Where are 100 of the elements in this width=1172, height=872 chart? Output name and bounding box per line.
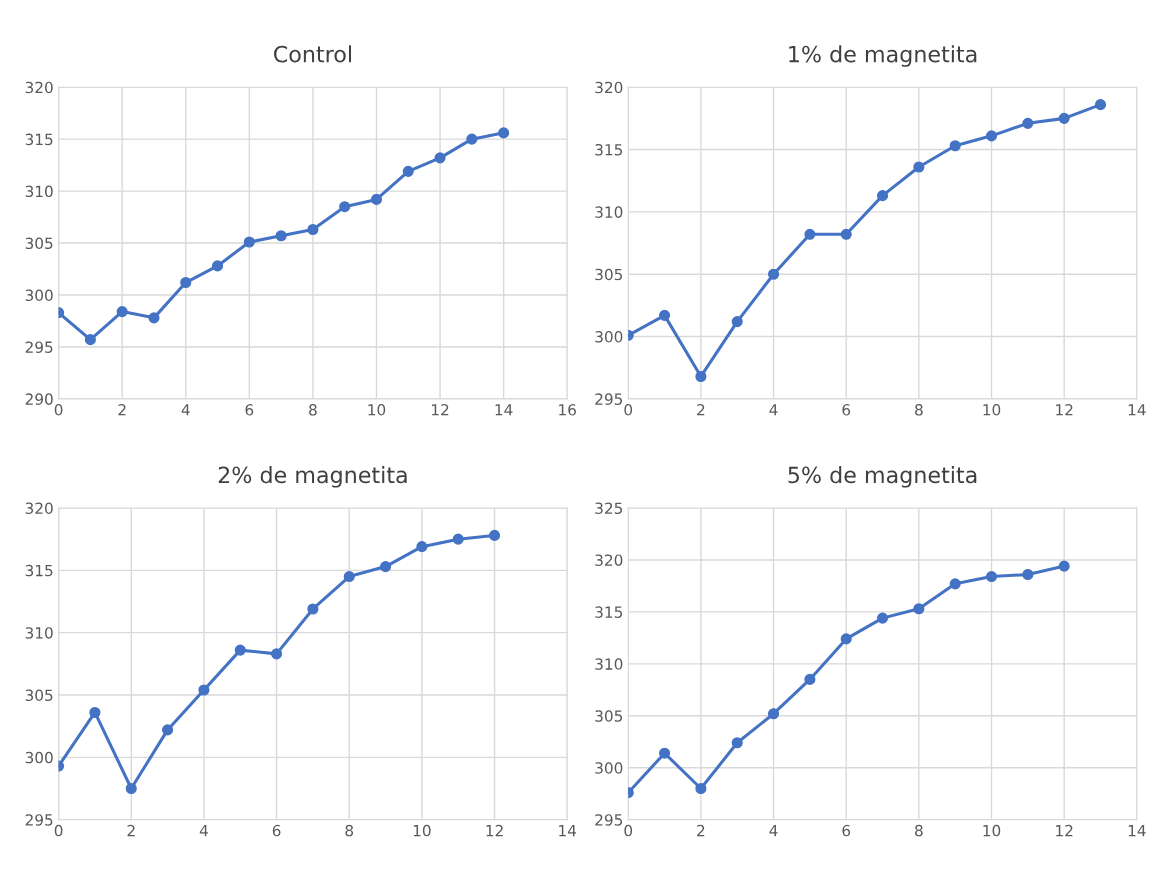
point xyxy=(731,316,743,328)
point xyxy=(840,633,852,645)
y-tick-label: 310 xyxy=(25,185,53,198)
x-tick-label: 12 xyxy=(1056,824,1073,837)
point xyxy=(876,612,889,624)
point xyxy=(1058,112,1070,124)
y-tick-label: 320 xyxy=(25,81,53,94)
x-tick-label: 6 xyxy=(272,824,281,837)
x-tick-label: 10 xyxy=(983,404,1001,416)
x-tick-label: 10 xyxy=(413,824,431,837)
x-tick-label: 8 xyxy=(915,404,923,416)
point xyxy=(659,747,671,759)
y-tick-label: 325 xyxy=(595,502,623,515)
x-tick-label: 2 xyxy=(697,824,705,837)
point xyxy=(343,571,355,583)
x-tick-label: 12 xyxy=(486,824,503,837)
x-tick-label: 14 xyxy=(559,825,577,837)
point xyxy=(271,648,283,660)
point xyxy=(840,228,852,240)
x-tick-label: 10 xyxy=(368,404,386,416)
point xyxy=(180,276,192,289)
point xyxy=(985,571,998,583)
point xyxy=(767,708,780,720)
y-tick-label: 300 xyxy=(25,289,53,302)
x-tick-label: 14 xyxy=(1128,404,1146,416)
point xyxy=(198,684,210,696)
x-tick-label: 4 xyxy=(769,825,778,837)
x-tick-label: 4 xyxy=(769,404,778,416)
point xyxy=(402,165,414,177)
point xyxy=(695,782,707,795)
point xyxy=(243,236,255,248)
chart-title: 5% de magnetita xyxy=(788,466,977,488)
y-tick-label: 315 xyxy=(25,564,53,577)
x-tick-label: 2 xyxy=(127,824,135,837)
x-tick-label: 0 xyxy=(54,404,63,416)
point xyxy=(1022,117,1034,129)
point xyxy=(659,309,671,321)
point xyxy=(498,127,510,139)
point xyxy=(913,161,925,173)
point xyxy=(162,724,174,736)
y-tick-label: 320 xyxy=(595,554,623,566)
x-tick-label: 16 xyxy=(559,404,576,416)
point xyxy=(211,260,224,272)
x-tick-label: 10 xyxy=(983,824,1001,837)
y-tick-label: 295 xyxy=(25,814,53,826)
y-tick-label: 290 xyxy=(25,393,53,405)
point xyxy=(307,603,319,615)
x-tick-label: 4 xyxy=(181,404,190,416)
x-tick-label: 12 xyxy=(432,404,449,416)
point xyxy=(148,312,160,324)
y-tick-label: 305 xyxy=(595,268,623,281)
chart-title: Control xyxy=(273,45,351,63)
y-tick-label: 310 xyxy=(595,206,623,218)
x-tick-label: 2 xyxy=(118,404,126,416)
point xyxy=(913,603,925,615)
point xyxy=(731,737,743,749)
point xyxy=(949,578,961,590)
y-tick-label: 315 xyxy=(595,606,623,618)
point xyxy=(307,223,319,236)
y-tick-label: 310 xyxy=(25,627,53,639)
y-tick-label: 295 xyxy=(25,341,53,353)
x-tick-label: 0 xyxy=(624,404,633,416)
x-tick-label: 8 xyxy=(345,824,354,837)
x-tick-label: 6 xyxy=(245,404,254,416)
point xyxy=(380,561,392,573)
y-tick-label: 320 xyxy=(25,502,53,515)
y-tick-label: 320 xyxy=(595,81,623,94)
x-tick-label: 8 xyxy=(309,404,317,416)
point xyxy=(695,370,707,383)
y-tick-label: 305 xyxy=(595,710,623,722)
point xyxy=(89,706,101,719)
x-tick-label: 0 xyxy=(54,824,63,837)
y-tick-label: 305 xyxy=(25,237,53,250)
x-tick-label: 14 xyxy=(495,404,513,416)
y-tick-label: 295 xyxy=(595,814,623,826)
point xyxy=(488,529,501,541)
point xyxy=(452,533,464,545)
point xyxy=(1022,568,1034,581)
x-tick-label: 12 xyxy=(1056,404,1073,416)
x-tick-label: 6 xyxy=(842,404,851,416)
point xyxy=(234,644,246,656)
point xyxy=(125,782,137,795)
chart-title: 2% de magnetita xyxy=(218,466,407,488)
y-tick-label: 300 xyxy=(595,331,623,343)
point xyxy=(876,190,889,202)
point xyxy=(434,152,446,164)
point xyxy=(275,230,287,242)
point xyxy=(804,228,816,240)
point xyxy=(116,306,128,318)
y-tick-label: 315 xyxy=(595,144,623,156)
x-tick-label: 6 xyxy=(842,824,851,837)
x-tick-label: 4 xyxy=(199,825,208,837)
y-tick-label: 310 xyxy=(595,658,623,670)
y-tick-label: 300 xyxy=(25,751,53,764)
point xyxy=(1094,99,1107,111)
y-tick-label: 315 xyxy=(25,133,53,146)
point xyxy=(416,541,428,553)
point xyxy=(84,334,96,346)
point xyxy=(339,201,351,213)
x-tick-label: 14 xyxy=(1128,825,1146,837)
